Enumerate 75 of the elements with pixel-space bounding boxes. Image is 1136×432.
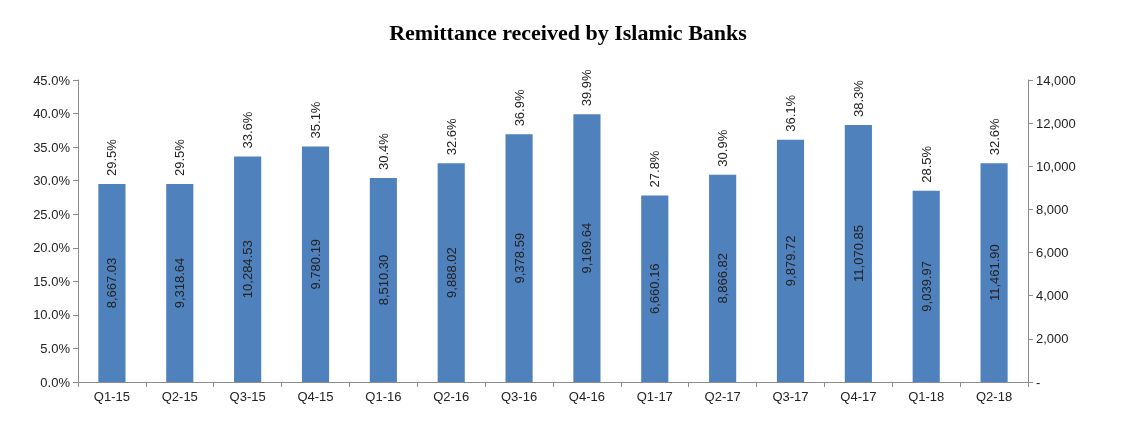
data-label: 29.5% xyxy=(104,138,120,177)
y-tick-label: 35.0% xyxy=(33,139,71,155)
bar xyxy=(369,177,397,382)
bar xyxy=(776,139,805,382)
annotation: 8,667.03 xyxy=(104,257,120,309)
data-label: 29.5% xyxy=(172,138,188,177)
annotation: 10,284.53 xyxy=(240,240,256,299)
x-tick-label: Q3-16 xyxy=(501,389,538,404)
bar xyxy=(573,114,601,382)
bar xyxy=(844,124,872,382)
bar xyxy=(912,190,940,382)
y-tick-label: 15.0% xyxy=(33,273,71,289)
y-tick-label: 0.0% xyxy=(40,374,71,390)
x-tick-label: Q2-15 xyxy=(161,389,198,404)
bar xyxy=(505,134,533,382)
y-tick-label: 45.0% xyxy=(33,72,71,88)
annotation: 6,660.16 xyxy=(647,263,663,315)
data-label: 36.9% xyxy=(511,89,527,127)
annotation: 9,879.72 xyxy=(783,235,798,287)
y-tick-label: 30.0% xyxy=(33,173,71,189)
data-label: 39.9% xyxy=(579,68,595,107)
annotation: 9,888.02 xyxy=(443,247,459,298)
y2-tick-label: 12,000 xyxy=(1036,115,1076,131)
x-tick-label: Q3-17 xyxy=(772,389,809,404)
annotation: 9,039.97 xyxy=(918,261,934,312)
y2-tick-label: 14,000 xyxy=(1036,72,1076,88)
x-tick-label: Q2-16 xyxy=(433,389,470,404)
x-tick-label: Q1-18 xyxy=(908,389,945,404)
annotation: 9,378.59 xyxy=(511,232,527,284)
x-tick-label: Q4-17 xyxy=(840,389,877,404)
data-label: 38.3% xyxy=(850,79,866,117)
annotation: 9.780.19 xyxy=(308,238,323,290)
y2-tick-label: 10,000 xyxy=(1036,158,1076,174)
y2-tick-label: 2,000 xyxy=(1036,331,1069,347)
data-label: 35.1% xyxy=(308,101,323,139)
data-label: 30.4% xyxy=(375,132,391,170)
x-tick-label: Q1-15 xyxy=(93,389,130,404)
y2-tick-label: - xyxy=(1036,374,1041,390)
y-tick-label: 5.0% xyxy=(40,340,71,356)
annotation: 8,866.82 xyxy=(715,253,731,304)
x-tick-label: Q1-17 xyxy=(636,389,673,404)
y2-tick-label: 4,000 xyxy=(1036,288,1069,304)
bar xyxy=(234,156,262,382)
annotation: 11,461.90 xyxy=(986,244,1002,302)
data-label: 28.5% xyxy=(918,145,934,183)
x-tick-label: Q3-15 xyxy=(229,389,266,404)
chart-title: Remittance received by Islamic Banks xyxy=(389,19,748,45)
x-tick-label: Q1-16 xyxy=(365,389,402,404)
bar xyxy=(709,174,737,382)
x-tick-label: Q4-16 xyxy=(568,389,605,404)
annotation: 8,510.30 xyxy=(375,254,391,306)
x-tick-label: Q2-17 xyxy=(704,389,741,404)
bar xyxy=(301,146,330,382)
x-tick-label: Q2-18 xyxy=(976,389,1013,404)
y-tick-label: 10.0% xyxy=(33,307,71,323)
y-tick-label: 40.0% xyxy=(33,106,71,122)
bar xyxy=(641,195,669,382)
data-label: 32.6% xyxy=(443,117,459,156)
y-tick-label: 20.0% xyxy=(33,240,71,256)
y2-tick-label: 8,000 xyxy=(1036,201,1069,217)
data-label: 33.6% xyxy=(240,111,256,149)
data-label: 36.1% xyxy=(783,94,798,132)
data-label: 27.8% xyxy=(647,150,663,188)
annotation: 9,318.64 xyxy=(172,257,188,309)
y2-tick-label: 6,000 xyxy=(1036,245,1069,261)
bar xyxy=(437,163,465,382)
x-tick-label: Q4-15 xyxy=(297,389,334,404)
annotation: 11,070.85 xyxy=(850,225,866,282)
annotation: 9,169.64 xyxy=(579,222,595,274)
bar xyxy=(166,184,194,382)
bar xyxy=(98,184,126,382)
y-tick-label: 25.0% xyxy=(33,206,71,222)
data-label: 32.6% xyxy=(986,117,1002,156)
data-label: 30.9% xyxy=(715,129,731,167)
bar xyxy=(980,163,1008,382)
